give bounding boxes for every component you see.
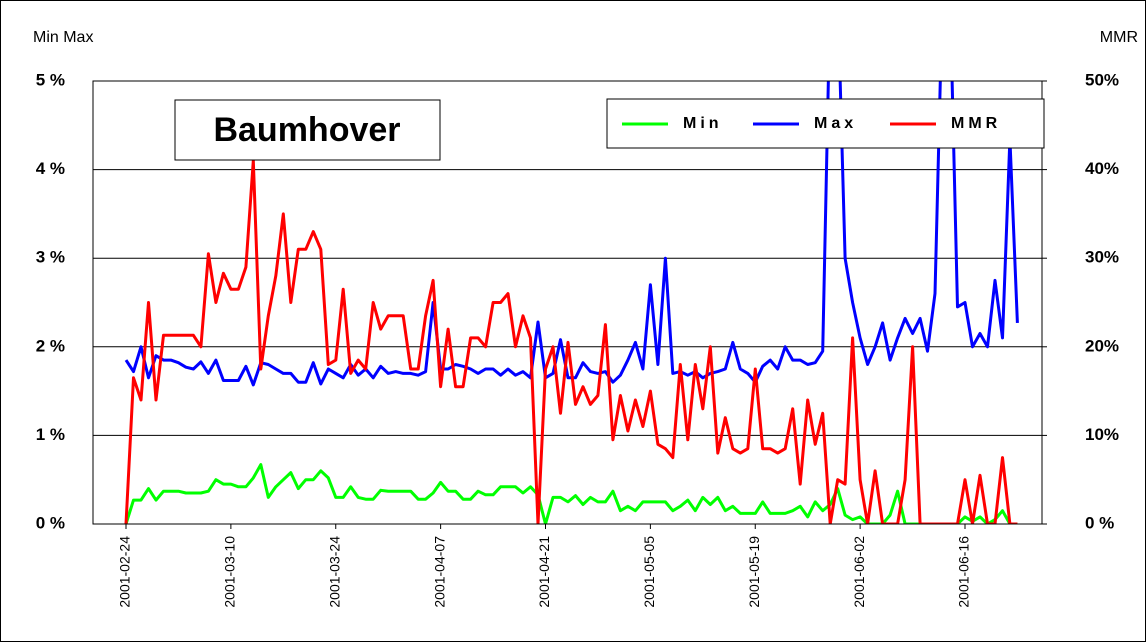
- x-tick-label: 2001-05-19: [746, 536, 762, 608]
- x-tick-label: 2001-06-02: [851, 536, 867, 608]
- x-tick-label: 2001-02-24: [117, 536, 133, 608]
- y2-tick-label: 20%: [1085, 336, 1119, 355]
- series-line: [124, 159, 1018, 524]
- y2-tick-label: 40%: [1085, 159, 1119, 178]
- lines: [124, 81, 1019, 524]
- y-tick-label: 3 %: [36, 248, 65, 267]
- axes: 0 % 1 % 2 % 3 % 4 % 5 % 0 % 10% 20% 30% 40% 50% 2001…: [36, 70, 1119, 607]
- x-tick-label: 2001-06-16: [956, 536, 972, 608]
- y2-tick-label: 10%: [1085, 425, 1119, 444]
- x-tick-label: 2001-05-05: [641, 536, 657, 608]
- plot-border: [92, 80, 1043, 525]
- y-tick-label: 0 %: [36, 513, 65, 532]
- y2-tick-label: 0 %: [1085, 513, 1114, 532]
- y2-tick-label: 50%: [1085, 70, 1119, 89]
- legend: Min Max MMR: [622, 115, 1001, 132]
- x-tick-label: 2001-03-24: [326, 536, 342, 608]
- y-tick-label: 4 %: [36, 159, 65, 178]
- y-axis-title: Min Max: [33, 29, 93, 46]
- y2-tick-label: 30%: [1085, 248, 1119, 267]
- y-tick-label: 2 %: [36, 336, 65, 355]
- annotation-box: [174, 99, 441, 161]
- x-tick-label: 2001-04-21: [536, 536, 552, 608]
- y2-axis-title: MMR: [1100, 29, 1138, 46]
- x-tick-label: 2001-03-10: [222, 536, 238, 608]
- y-tick-label: 1 %: [36, 425, 65, 444]
- legend-label: MMR: [951, 115, 1001, 132]
- x-tick-label: 2001-04-07: [431, 536, 447, 608]
- series-line: [124, 463, 1018, 524]
- y-tick-label: 5 %: [36, 70, 65, 89]
- legend-box: [606, 98, 1045, 149]
- legend-label: Min: [683, 115, 723, 132]
- legend-label: Max: [814, 115, 857, 132]
- annotation: Baumhover: [213, 111, 400, 149]
